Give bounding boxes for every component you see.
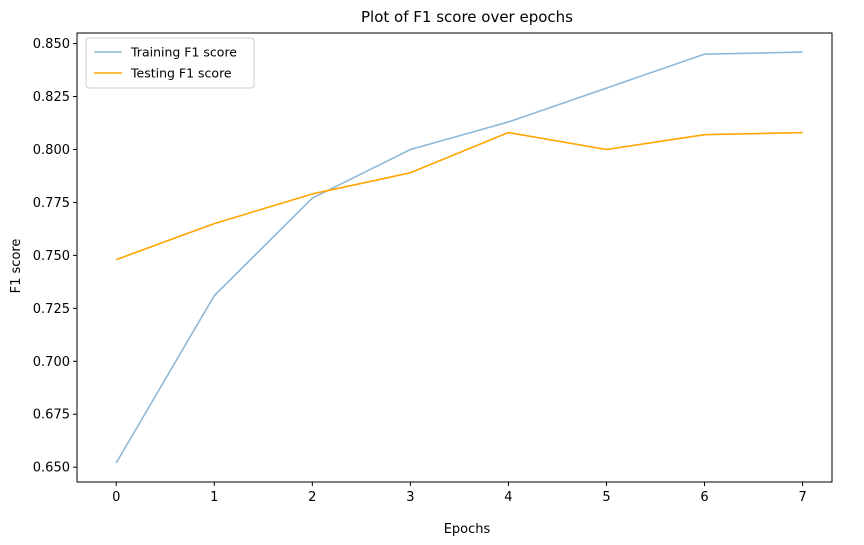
legend-entry-label: Training F1 score — [130, 45, 237, 60]
y-tick-label: 0.850 — [33, 37, 70, 52]
x-tick-label: 6 — [700, 490, 708, 505]
chart-title: Plot of F1 score over epochs — [361, 8, 573, 26]
x-axis-ticks: 0 1 2 3 4 5 6 7 — [112, 482, 807, 505]
y-tick-label: 0.750 — [33, 249, 70, 264]
plot-frame — [76, 32, 833, 483]
y-tick-label: 0.800 — [33, 143, 70, 158]
x-tick-label: 2 — [308, 490, 316, 505]
y-tick-label: 0.725 — [33, 302, 70, 317]
legend-box — [85, 37, 255, 89]
y-axis-label: F1 score — [9, 239, 24, 294]
legend: Training F1 score Testing F1 score — [85, 37, 255, 89]
x-tick-label: 4 — [504, 490, 512, 505]
x-tick-label: 3 — [406, 490, 414, 505]
y-axis-ticks: 0.650 0.675 0.700 0.725 0.750 0.775 0.800 0.825… — [33, 37, 77, 476]
y-tick-label: 0.775 — [33, 196, 70, 211]
x-axis-label: Epochs — [444, 522, 491, 537]
y-tick-label: 0.700 — [33, 355, 70, 370]
y-tick-label: 0.675 — [33, 408, 70, 423]
y-tick-label: 0.650 — [33, 461, 70, 476]
x-tick-label: 0 — [112, 490, 120, 505]
x-tick-label: 5 — [602, 490, 610, 505]
series-lines — [115, 51, 803, 464]
y-tick-label: 0.825 — [33, 90, 70, 105]
x-tick-label: 7 — [798, 490, 806, 505]
series-line-testing — [115, 131, 803, 261]
legend-entry-label: Testing F1 score — [130, 66, 232, 81]
x-tick-label: 1 — [210, 490, 218, 505]
series-line-training — [115, 51, 803, 464]
